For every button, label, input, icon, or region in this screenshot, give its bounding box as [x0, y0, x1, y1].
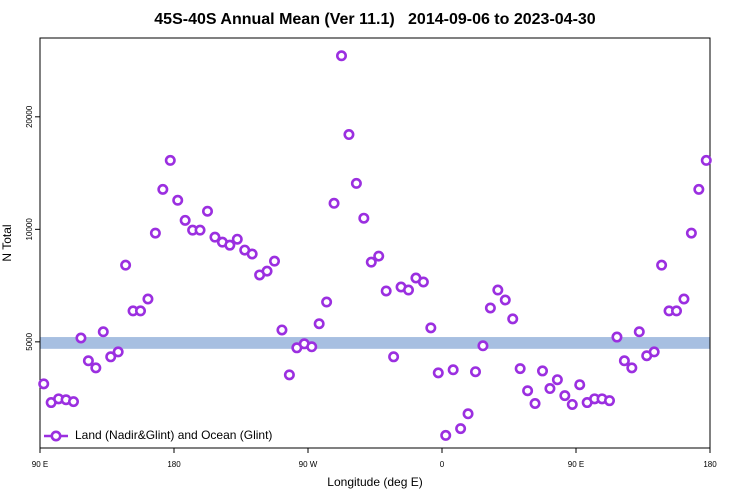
point — [685, 227, 697, 239]
legend-label: Land (Nadir&Glint) and Ocean (Glint) — [75, 428, 272, 442]
point — [611, 331, 623, 343]
point — [135, 305, 147, 317]
point — [224, 239, 236, 251]
point — [388, 351, 400, 363]
point — [626, 362, 638, 374]
y-tick-label: 10000 — [25, 218, 34, 241]
point — [551, 374, 563, 386]
point — [268, 255, 280, 267]
point — [343, 129, 355, 141]
point — [492, 284, 504, 296]
point — [373, 250, 385, 262]
point — [350, 177, 362, 189]
point — [462, 408, 474, 420]
point — [417, 276, 429, 288]
point — [559, 390, 571, 402]
legend-marker — [50, 430, 62, 442]
point — [447, 364, 459, 376]
point — [544, 383, 556, 395]
point — [38, 378, 50, 390]
plot-frame — [39, 37, 711, 449]
chart-title: 45S-40S Annual Mean (Ver 11.1) 2014-09-0… — [154, 11, 596, 28]
point — [455, 423, 467, 435]
point — [469, 366, 481, 378]
point — [499, 294, 511, 306]
point — [246, 248, 258, 260]
y-axis-label: N Total — [0, 224, 14, 261]
point — [328, 197, 340, 209]
x-axis-label: Longitude (deg E) — [327, 475, 422, 489]
point — [321, 296, 333, 308]
point — [306, 341, 318, 353]
point — [507, 313, 519, 325]
point — [261, 265, 273, 277]
point — [335, 50, 347, 62]
point — [432, 367, 444, 379]
point — [179, 214, 191, 226]
y-tick-label: 20000 — [25, 105, 34, 128]
point — [670, 305, 682, 317]
point — [172, 194, 184, 206]
point — [202, 205, 214, 217]
point — [603, 395, 615, 407]
point — [514, 363, 526, 375]
point — [477, 340, 489, 352]
point — [633, 326, 645, 338]
point — [425, 322, 437, 334]
point — [380, 285, 392, 297]
point — [440, 429, 452, 441]
point — [522, 385, 534, 397]
point — [574, 379, 586, 391]
point — [164, 154, 176, 166]
point — [105, 351, 117, 363]
point — [484, 302, 496, 314]
point — [529, 398, 541, 410]
x-tick-label: 90 E — [32, 460, 48, 469]
band — [40, 337, 710, 349]
point — [231, 233, 243, 245]
point — [648, 346, 660, 358]
x-tick-label: 0 — [440, 460, 445, 469]
x-tick-label: 180 — [703, 460, 717, 469]
point — [112, 346, 124, 358]
point — [313, 318, 325, 330]
point — [678, 293, 690, 305]
point — [536, 365, 548, 377]
point — [656, 259, 668, 271]
point — [120, 259, 132, 271]
point — [618, 355, 630, 367]
point — [149, 227, 161, 239]
point — [283, 369, 295, 381]
point — [700, 154, 712, 166]
point — [358, 212, 370, 224]
point — [693, 183, 705, 195]
point — [566, 398, 578, 410]
x-tick-label: 90 W — [299, 460, 318, 469]
point — [276, 324, 288, 336]
point — [157, 183, 169, 195]
point — [365, 256, 377, 268]
point — [68, 396, 80, 408]
x-tick-label: 180 — [167, 460, 181, 469]
point — [90, 362, 102, 374]
point — [97, 326, 109, 338]
point — [209, 231, 221, 243]
point — [194, 224, 206, 236]
point — [82, 355, 94, 367]
point — [402, 284, 414, 296]
point — [75, 332, 87, 344]
point — [142, 293, 154, 305]
y-tick-label: 5000 — [25, 332, 34, 350]
x-tick-label: 90 E — [568, 460, 584, 469]
